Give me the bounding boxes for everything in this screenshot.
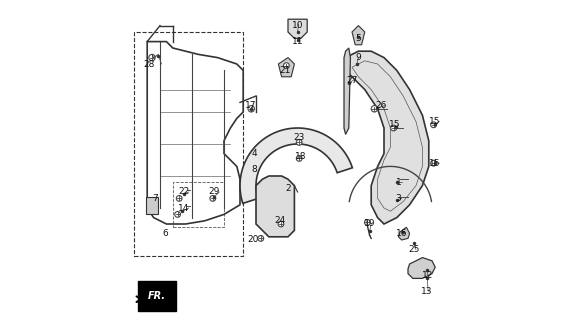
Text: 27: 27 xyxy=(346,76,358,84)
Text: 4: 4 xyxy=(252,149,257,158)
Text: 8: 8 xyxy=(252,165,257,174)
Circle shape xyxy=(278,221,284,227)
Circle shape xyxy=(431,122,437,128)
Polygon shape xyxy=(352,26,365,45)
Text: 1: 1 xyxy=(396,178,401,187)
Circle shape xyxy=(371,106,378,112)
Text: 14: 14 xyxy=(179,204,190,212)
Circle shape xyxy=(296,140,302,145)
Polygon shape xyxy=(346,51,429,224)
Circle shape xyxy=(296,156,302,161)
Text: 24: 24 xyxy=(274,216,286,225)
Circle shape xyxy=(283,63,289,68)
Text: 15: 15 xyxy=(430,159,441,168)
Text: 6: 6 xyxy=(162,229,168,238)
Text: 2: 2 xyxy=(285,184,291,193)
Text: 21: 21 xyxy=(279,66,290,75)
Polygon shape xyxy=(256,176,294,237)
Text: 28: 28 xyxy=(143,60,154,68)
Circle shape xyxy=(210,196,215,201)
Circle shape xyxy=(431,160,437,166)
Polygon shape xyxy=(240,128,353,204)
Text: 19: 19 xyxy=(364,220,376,228)
Text: 11: 11 xyxy=(292,37,304,46)
Circle shape xyxy=(365,220,370,225)
Text: 26: 26 xyxy=(375,101,386,110)
Text: 5: 5 xyxy=(355,34,361,43)
Text: 23: 23 xyxy=(294,133,305,142)
FancyBboxPatch shape xyxy=(146,197,158,214)
Text: 20: 20 xyxy=(247,236,259,244)
Text: 9: 9 xyxy=(355,53,361,62)
Circle shape xyxy=(258,236,264,241)
Circle shape xyxy=(248,106,255,112)
Text: 29: 29 xyxy=(209,188,220,196)
Polygon shape xyxy=(399,227,410,240)
Polygon shape xyxy=(278,58,294,77)
Circle shape xyxy=(391,125,396,131)
Text: 10: 10 xyxy=(292,21,304,30)
Circle shape xyxy=(149,54,155,61)
Text: 3: 3 xyxy=(396,194,401,203)
Circle shape xyxy=(175,212,180,217)
Text: 15: 15 xyxy=(430,117,441,126)
Text: 13: 13 xyxy=(422,287,433,296)
Polygon shape xyxy=(408,258,435,278)
Polygon shape xyxy=(288,19,307,38)
Text: 16: 16 xyxy=(396,229,407,238)
Text: 25: 25 xyxy=(409,245,420,254)
Text: 7: 7 xyxy=(152,194,158,203)
Text: 12: 12 xyxy=(422,271,433,280)
Text: 17: 17 xyxy=(245,101,257,110)
Text: 15: 15 xyxy=(389,120,401,129)
Text: 18: 18 xyxy=(295,152,306,161)
Text: FR.: FR. xyxy=(148,291,166,301)
Text: 22: 22 xyxy=(179,188,190,196)
Circle shape xyxy=(176,196,182,201)
Polygon shape xyxy=(344,48,350,134)
